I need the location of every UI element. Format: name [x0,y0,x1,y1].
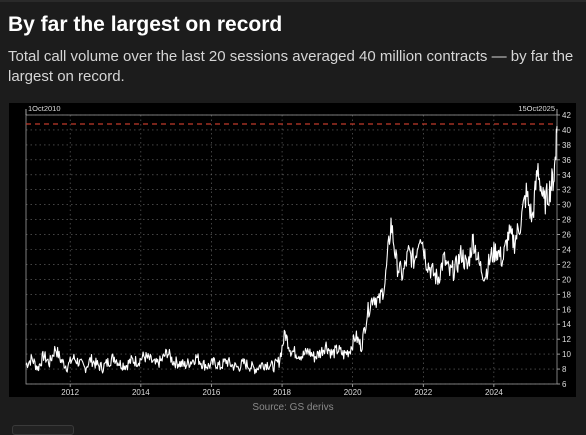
y-tick-label: 8 [562,365,567,374]
y-tick-label: 24 [562,246,571,255]
y-tick-label: 14 [562,320,571,329]
x-tick-label: 2018 [273,388,291,397]
y-tick-label: 28 [562,216,571,225]
range-start-label: 1Oct2010 [28,104,61,113]
y-tick-label: 32 [562,186,571,195]
y-tick-label: 12 [562,335,571,344]
x-tick-label: 2014 [132,388,150,397]
bottom-control [12,425,74,435]
x-tick-label: 2012 [61,388,79,397]
y-tick-label: 6 [562,380,567,389]
y-tick-label: 22 [562,260,571,269]
y-tick-label: 18 [562,290,571,299]
y-tick-label: 40 [562,126,571,135]
top-divider [0,0,586,2]
y-tick-label: 38 [562,141,571,150]
range-end-label: 15Oct2025 [518,104,555,113]
x-tick-label: 2020 [344,388,362,397]
source-note: Source: GS derivs [252,402,334,413]
y-tick-label: 20 [562,275,571,284]
y-tick-label: 16 [562,305,571,314]
x-tick-label: 2016 [203,388,221,397]
y-tick-label: 10 [562,350,571,359]
y-tick-label: 36 [562,156,571,165]
y-tick-label: 42 [562,111,571,120]
plot-frame [25,114,558,385]
page-title: By far the largest on record [8,13,283,36]
chart-panel: 6 8 10 12 14 16 18 20 22 24 26 28 30 32 34 36 38 40 42 2012… [9,103,576,397]
x-tick-label: 2024 [485,388,503,397]
call-volume-chart: 6810121416182022242628303234363840422012… [25,104,571,397]
call-volume-series-line [25,126,558,375]
y-tick-label: 30 [562,201,571,210]
page-subtitle: Total call volume over the last 20 sessi… [8,48,574,85]
x-tick-label: 2022 [414,388,432,397]
y-tick-label: 34 [562,171,571,180]
y-tick-label: 26 [562,231,571,240]
